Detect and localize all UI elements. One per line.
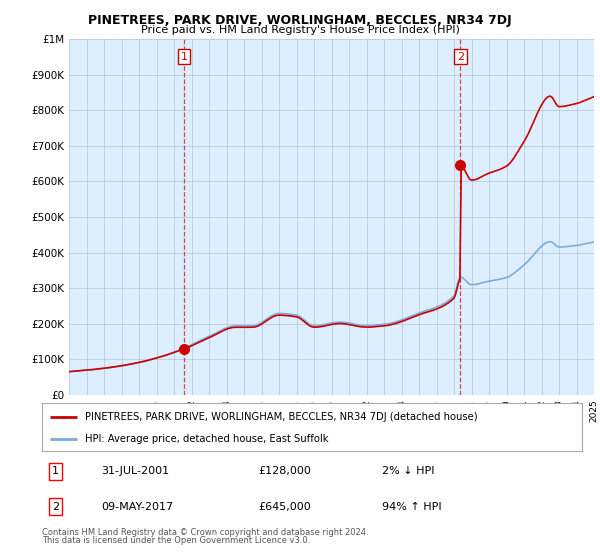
Text: £645,000: £645,000	[258, 502, 311, 512]
Text: 31-JUL-2001: 31-JUL-2001	[101, 466, 170, 476]
Text: Price paid vs. HM Land Registry's House Price Index (HPI): Price paid vs. HM Land Registry's House …	[140, 25, 460, 35]
Text: Contains HM Land Registry data © Crown copyright and database right 2024.: Contains HM Land Registry data © Crown c…	[42, 528, 368, 536]
Text: 2: 2	[52, 502, 59, 512]
Text: PINETREES, PARK DRIVE, WORLINGHAM, BECCLES, NR34 7DJ: PINETREES, PARK DRIVE, WORLINGHAM, BECCL…	[88, 14, 512, 27]
Text: 2% ↓ HPI: 2% ↓ HPI	[382, 466, 434, 476]
Text: 09-MAY-2017: 09-MAY-2017	[101, 502, 173, 512]
Text: 2: 2	[457, 52, 464, 62]
Text: £128,000: £128,000	[258, 466, 311, 476]
Text: PINETREES, PARK DRIVE, WORLINGHAM, BECCLES, NR34 7DJ (detached house): PINETREES, PARK DRIVE, WORLINGHAM, BECCL…	[85, 412, 478, 422]
Text: This data is licensed under the Open Government Licence v3.0.: This data is licensed under the Open Gov…	[42, 536, 310, 545]
Text: HPI: Average price, detached house, East Suffolk: HPI: Average price, detached house, East…	[85, 434, 329, 444]
Text: 94% ↑ HPI: 94% ↑ HPI	[382, 502, 442, 512]
Text: 1: 1	[52, 466, 59, 476]
Text: 1: 1	[181, 52, 188, 62]
